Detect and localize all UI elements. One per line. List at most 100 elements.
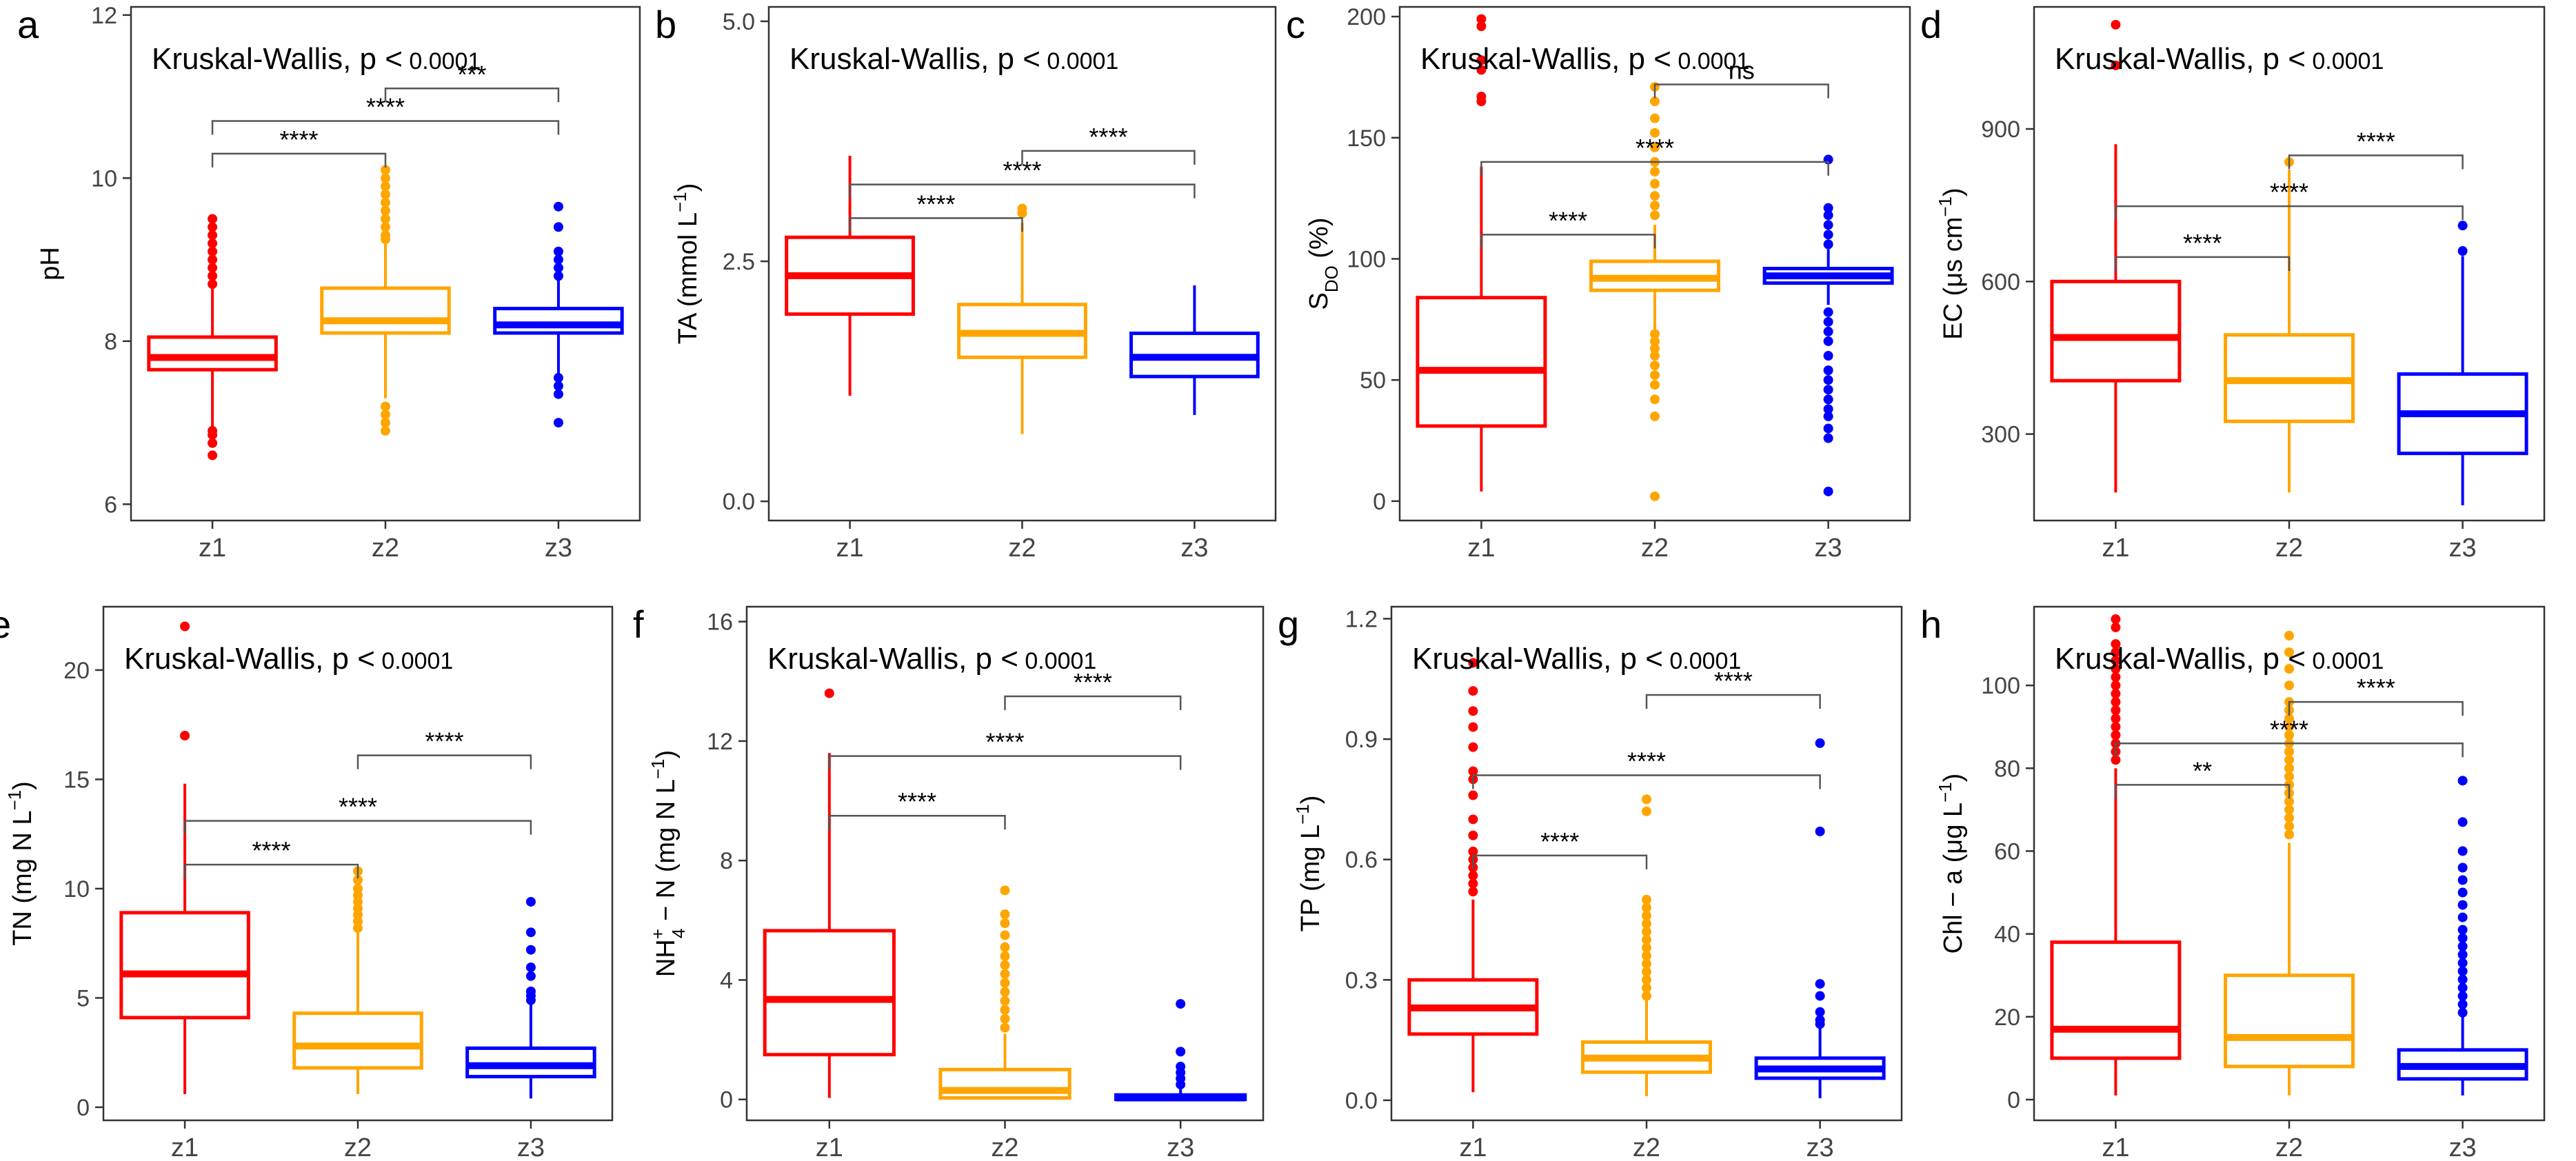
outlier-point	[2284, 796, 2294, 807]
outlier-point	[1468, 722, 1478, 732]
box-z2	[2224, 157, 2355, 493]
y-tick-label: 20	[63, 658, 90, 684]
outlier-point	[1468, 814, 1478, 825]
y-tick-label: 10	[63, 876, 90, 902]
bracket-line	[849, 217, 1023, 232]
outlier-point	[525, 945, 536, 955]
y-tick-label: 0.3	[1345, 967, 1378, 993]
significance-bracket: ****	[211, 125, 387, 168]
box-z2	[320, 165, 451, 436]
outlier-point	[1176, 1062, 1186, 1072]
significance-bracket: ****	[183, 793, 532, 835]
panel-label: d	[1920, 3, 1942, 46]
outlier-point	[1650, 394, 1660, 405]
bracket-line	[211, 120, 560, 135]
x-tick-label: z2	[1641, 534, 1669, 563]
outlier-point	[2457, 991, 2468, 1001]
outlier-point	[1650, 380, 1660, 390]
outlier-point	[208, 450, 218, 461]
y-tick-label: 8	[104, 329, 117, 355]
bracket-line	[2288, 154, 2464, 170]
significance-label: ****	[2357, 674, 2395, 702]
panel-g: g 0.0 0.3 0.6 0.9 1.2 TP (mg L−1) z1 z2 z3 **** ***…	[1278, 603, 1903, 1161]
outlier-point	[2111, 60, 2121, 70]
outlier-point	[1642, 942, 1651, 953]
significance-label: ***	[457, 60, 486, 88]
box-z2	[1589, 81, 1720, 501]
outlier-point	[1823, 336, 1833, 346]
box-z3	[2397, 221, 2528, 505]
outlier-point	[1017, 203, 1027, 214]
outlier-point	[2457, 949, 2468, 960]
outlier-point	[1000, 1013, 1010, 1024]
significance-label: ****	[2183, 229, 2222, 257]
bracket-line	[384, 88, 560, 103]
y-tick-label: 150	[1347, 125, 1386, 152]
significance-label: ****	[1627, 747, 1666, 775]
significance-bracket: ****	[1645, 667, 1821, 709]
outlier-point	[1468, 847, 1478, 857]
outlier-point	[208, 254, 218, 265]
box-z1	[2050, 19, 2182, 493]
bracket-line	[1021, 150, 1196, 165]
outlier-point	[2457, 982, 2468, 993]
bracket-line	[2115, 743, 2464, 758]
outlier-point	[1650, 361, 1660, 371]
outlier-point	[381, 230, 390, 241]
outlier-point	[1176, 999, 1186, 1009]
bracket-line	[828, 814, 1006, 830]
outlier-point	[353, 875, 363, 885]
outlier-point	[2457, 999, 2468, 1009]
x-tick-label: z3	[545, 534, 572, 563]
outlier-point	[1650, 191, 1660, 201]
significance-label: ****	[985, 728, 1024, 756]
outlier-point	[2111, 656, 2121, 666]
significance-bracket: ****	[2115, 229, 2291, 271]
outlier-point	[1823, 316, 1833, 327]
significance-label: ****	[1636, 134, 1674, 162]
outlier-point	[1468, 658, 1478, 668]
y-axis-title: NH+4 − N (mg N L−1)	[647, 750, 689, 977]
outlier-point	[2284, 631, 2294, 641]
y-axis-title: EC (μs cm−1)	[1935, 188, 1968, 339]
y-tick-label: 0	[1373, 489, 1386, 515]
outlier-point	[1823, 394, 1833, 405]
y-tick-label: 100	[1981, 673, 2020, 699]
x-tick-label: z3	[1180, 534, 1208, 563]
outlier-point	[2111, 697, 2121, 707]
outlier-point	[1642, 967, 1651, 977]
significance-label: ****	[425, 727, 463, 756]
outlier-point	[2457, 933, 2468, 943]
kruskal-wallis-annotation: Kruskal-Wallis, p < 0.0001	[767, 642, 1096, 676]
box-z1	[1416, 14, 1547, 492]
x-tick-label: z2	[2275, 534, 2303, 563]
outlier-point	[553, 263, 563, 273]
outlier-point	[1642, 902, 1651, 913]
outlier-point	[525, 971, 536, 981]
panel-label: a	[17, 3, 39, 46]
outlier-point	[1823, 423, 1833, 434]
outlier-point	[2111, 755, 2121, 765]
outlier-point	[1650, 411, 1660, 421]
significance-bracket: ****	[2288, 127, 2464, 170]
outlier-point	[1642, 975, 1651, 985]
significance-bracket: ****	[828, 728, 1182, 770]
outlier-point	[1000, 885, 1010, 896]
significance-label: ****	[339, 793, 377, 821]
y-tick-label: 0.6	[1345, 847, 1378, 874]
outlier-point	[2284, 647, 2294, 658]
outlier-point	[1476, 14, 1487, 24]
outlier-point	[1650, 343, 1660, 354]
outlier-point	[1000, 978, 1010, 988]
outlier-point	[1823, 239, 1833, 250]
outlier-point	[1000, 918, 1010, 929]
bracket-line	[1653, 83, 1829, 99]
kruskal-wallis-annotation: Kruskal-Wallis, p < 0.0001	[1412, 642, 1741, 676]
y-tick-label: 0.0	[723, 489, 755, 515]
outlier-point	[1650, 179, 1660, 189]
outlier-point	[2457, 941, 2468, 951]
bracket-line	[849, 183, 1196, 199]
bracket-line	[2115, 205, 2464, 221]
outlier-point	[1642, 951, 1651, 961]
outlier-point	[2284, 680, 2294, 691]
